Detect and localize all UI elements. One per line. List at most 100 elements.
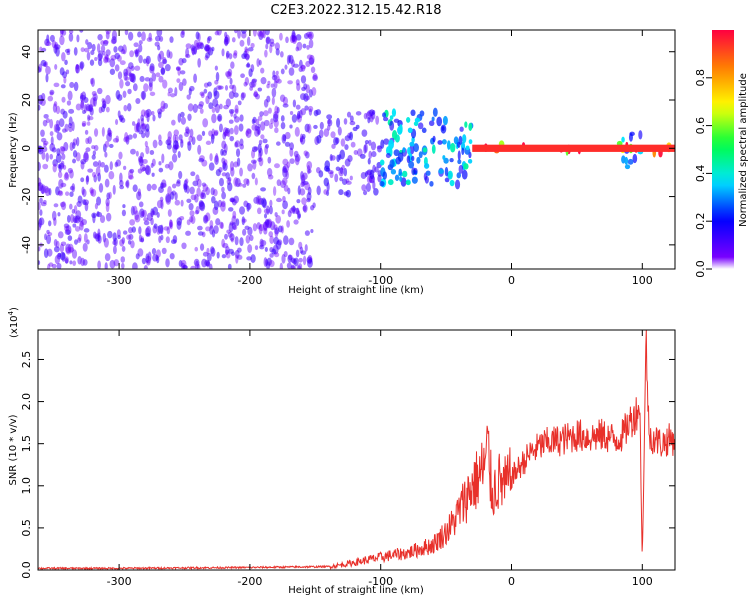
spectrogram-cell xyxy=(109,161,113,171)
spectrogram-cell xyxy=(407,147,411,155)
spectrogram-cell xyxy=(257,115,263,121)
spectrogram-cell xyxy=(100,44,106,53)
spectrogram-cell xyxy=(190,194,197,201)
spectrogram-cell xyxy=(134,123,139,133)
spectrogram-cell xyxy=(270,118,274,125)
spectrogram-cell xyxy=(468,139,473,145)
spectrogram-cell xyxy=(163,102,169,109)
spectrogram-cell xyxy=(68,116,73,127)
spectrogram-cell xyxy=(117,45,124,52)
spectrogram-cell xyxy=(58,118,65,128)
spectrogram-cell xyxy=(286,220,290,228)
spectrogram-cell xyxy=(148,77,153,88)
spectrogram-cell xyxy=(295,207,300,215)
spectrogram-cell xyxy=(269,44,273,54)
spectrogram-cell xyxy=(68,108,75,114)
spectrogram-cell xyxy=(134,210,140,221)
spectrogram-cell xyxy=(94,203,99,210)
spectrogram-cell xyxy=(102,103,107,109)
spectrogram-cell xyxy=(256,207,262,215)
spectrogram-cell xyxy=(185,126,190,134)
spectrogram-cell xyxy=(102,50,106,56)
spectrogram-cell xyxy=(269,199,273,207)
spectrogram-cell xyxy=(128,62,134,70)
spectrogram-cell xyxy=(441,126,445,131)
spectrogram-cell xyxy=(406,155,411,164)
spectrogram-cell xyxy=(195,260,199,269)
spectrogram-cell xyxy=(39,197,43,204)
spectrogram-cell xyxy=(367,116,371,124)
spectrogram-cell xyxy=(249,234,254,242)
spectrogram-cell xyxy=(82,109,86,115)
spectrogram-cell xyxy=(49,34,55,42)
spectrogram-cell xyxy=(93,96,97,107)
spectrogram-cell xyxy=(216,30,222,36)
spectrogram-cell xyxy=(272,186,277,197)
spectrogram-cell xyxy=(99,215,106,224)
spectrogram-cell xyxy=(357,148,363,157)
spectrogram-cell xyxy=(178,57,184,66)
spectrogram-carrier-line xyxy=(472,144,675,152)
spectrogram-cell xyxy=(216,251,220,259)
spectrogram-cell xyxy=(142,58,147,64)
spectrogram-cell xyxy=(165,258,170,268)
spectrogram-cell xyxy=(108,132,113,138)
spectrogram-cell xyxy=(621,155,626,164)
spectrogram-cell xyxy=(298,257,303,263)
y-tick-label: 1.0 xyxy=(20,477,33,495)
spectrogram-cell xyxy=(227,231,233,238)
spectrogram-cell xyxy=(308,88,313,98)
spectrogram-cell xyxy=(152,139,158,149)
spectrogram-cell xyxy=(202,251,209,257)
spectrogram-cell xyxy=(267,80,271,86)
spectrogram-cell xyxy=(329,171,334,179)
spectrogram-cell xyxy=(307,168,312,174)
spectrogram-cell xyxy=(189,215,194,223)
spectrogram-cell xyxy=(226,132,231,138)
spectrogram-cell xyxy=(53,101,58,107)
spectrogram-cell xyxy=(242,183,247,188)
spectrogram-cell xyxy=(67,243,74,254)
spectrogram-cell xyxy=(74,225,81,232)
spectrogram-cell xyxy=(105,106,110,113)
spectrogram-cell xyxy=(64,225,70,232)
spectrogram-cell xyxy=(82,199,87,205)
spectrogram-cell xyxy=(69,81,75,89)
spectrogram-cell xyxy=(106,192,111,200)
spectrogram-cell xyxy=(225,127,231,134)
spectrogram-cell xyxy=(222,160,227,170)
spectrogram-cell xyxy=(145,145,150,155)
spectrogram-cell xyxy=(279,262,283,269)
spectrogram-cell xyxy=(413,143,419,153)
spectrogram-cell xyxy=(63,141,69,152)
spectrogram-cell xyxy=(80,100,85,111)
spectrogram-cell xyxy=(306,164,311,175)
spectrogram-cell xyxy=(275,48,280,56)
spectrogram-cell xyxy=(225,172,230,180)
spectrogram-cell xyxy=(146,112,150,123)
spectrogram-cell xyxy=(129,219,136,226)
spectrogram-cell xyxy=(367,158,371,165)
spectrogram-cell xyxy=(264,30,270,36)
spectrogram-cell xyxy=(41,137,47,143)
spectrogram-cell xyxy=(64,256,69,264)
spectrogram-cell xyxy=(105,202,110,213)
spectrogram-cell xyxy=(270,83,275,88)
spectrogram-cell xyxy=(382,112,387,118)
spectrogram-cell xyxy=(255,118,260,125)
spectrogram-cell xyxy=(343,191,349,196)
spectrogram-cell xyxy=(302,205,307,212)
spectrogram-cell xyxy=(202,184,209,192)
spectrogram-cell xyxy=(205,52,210,59)
spectrogram-cell xyxy=(265,36,271,45)
x-tick-label: 0 xyxy=(508,575,515,588)
spectrogram-cell xyxy=(107,127,112,137)
spectrogram-cell xyxy=(90,78,94,85)
spectrogram-cell xyxy=(336,117,341,128)
spectrogram-cell xyxy=(274,212,278,217)
spectrogram-cell xyxy=(294,155,300,166)
spectrogram-cell xyxy=(402,147,406,153)
spectrogram-cell xyxy=(247,47,254,52)
spectrogram-cell xyxy=(157,44,161,51)
spectrogram-cell xyxy=(256,58,260,68)
